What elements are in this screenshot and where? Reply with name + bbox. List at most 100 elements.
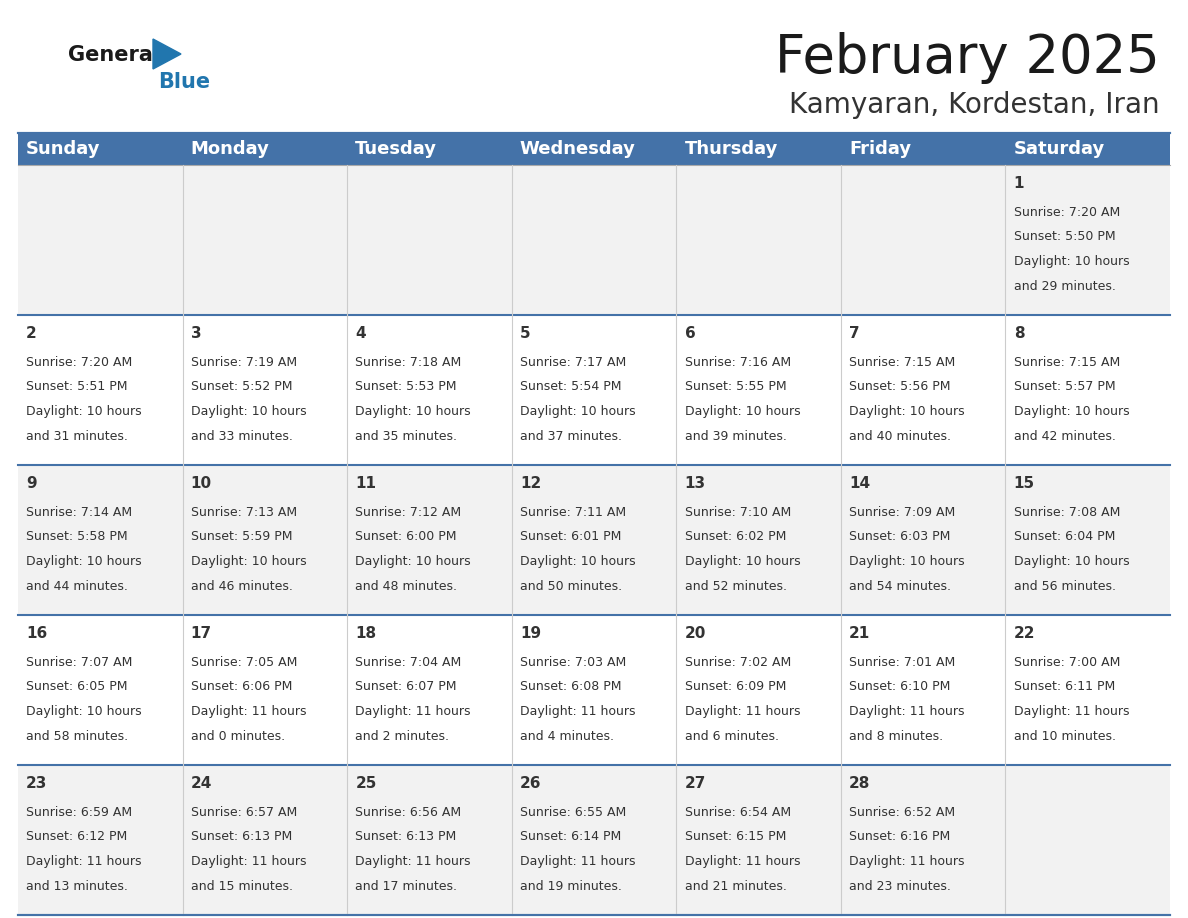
- Text: Sunrise: 7:13 AM: Sunrise: 7:13 AM: [191, 506, 297, 519]
- Text: Sunset: 5:54 PM: Sunset: 5:54 PM: [520, 380, 621, 393]
- Bar: [1005, 765, 1170, 915]
- Text: Sunrise: 6:57 AM: Sunrise: 6:57 AM: [191, 805, 297, 819]
- Bar: [18, 615, 183, 765]
- Text: Daylight: 10 hours: Daylight: 10 hours: [684, 555, 801, 568]
- Bar: [1005, 615, 1170, 765]
- Text: Blue: Blue: [158, 72, 210, 92]
- Bar: [512, 465, 676, 615]
- Text: Daylight: 10 hours: Daylight: 10 hours: [355, 405, 470, 418]
- Text: and 15 minutes.: and 15 minutes.: [191, 879, 292, 892]
- Text: Daylight: 10 hours: Daylight: 10 hours: [1013, 555, 1130, 568]
- Text: 20: 20: [684, 625, 706, 641]
- Text: Thursday: Thursday: [684, 140, 778, 158]
- Text: Daylight: 11 hours: Daylight: 11 hours: [684, 855, 800, 868]
- Text: Sunset: 6:06 PM: Sunset: 6:06 PM: [191, 680, 292, 693]
- Text: Sunset: 5:55 PM: Sunset: 5:55 PM: [684, 380, 786, 393]
- Bar: [183, 765, 347, 915]
- Text: Sunset: 5:57 PM: Sunset: 5:57 PM: [1013, 380, 1116, 393]
- Text: 28: 28: [849, 776, 871, 790]
- Text: 19: 19: [520, 625, 541, 641]
- Text: 27: 27: [684, 776, 706, 790]
- Text: Saturday: Saturday: [1013, 140, 1105, 158]
- Text: 8: 8: [1013, 326, 1024, 341]
- Text: Daylight: 10 hours: Daylight: 10 hours: [520, 555, 636, 568]
- Bar: [183, 315, 347, 465]
- Text: Sunset: 6:05 PM: Sunset: 6:05 PM: [26, 680, 128, 693]
- Text: Sunrise: 7:14 AM: Sunrise: 7:14 AM: [26, 506, 132, 519]
- Bar: [512, 315, 676, 465]
- Bar: [18, 315, 183, 465]
- Text: Daylight: 11 hours: Daylight: 11 hours: [849, 705, 965, 718]
- Text: Daylight: 10 hours: Daylight: 10 hours: [26, 705, 141, 718]
- Text: Sunset: 6:16 PM: Sunset: 6:16 PM: [849, 830, 950, 844]
- Text: Daylight: 10 hours: Daylight: 10 hours: [26, 405, 141, 418]
- Text: Daylight: 10 hours: Daylight: 10 hours: [849, 555, 965, 568]
- Text: and 48 minutes.: and 48 minutes.: [355, 580, 457, 593]
- Bar: [1005, 133, 1170, 165]
- Text: Sunrise: 7:20 AM: Sunrise: 7:20 AM: [1013, 206, 1120, 218]
- Bar: [1005, 315, 1170, 465]
- Text: Daylight: 10 hours: Daylight: 10 hours: [520, 405, 636, 418]
- Text: Sunset: 6:10 PM: Sunset: 6:10 PM: [849, 680, 950, 693]
- Text: 18: 18: [355, 625, 377, 641]
- Text: Sunset: 5:52 PM: Sunset: 5:52 PM: [191, 380, 292, 393]
- Text: 24: 24: [191, 776, 213, 790]
- Text: Wednesday: Wednesday: [520, 140, 636, 158]
- Bar: [1005, 465, 1170, 615]
- Bar: [841, 315, 1005, 465]
- Text: Sunday: Sunday: [26, 140, 101, 158]
- Text: Sunrise: 7:17 AM: Sunrise: 7:17 AM: [520, 355, 626, 368]
- Text: Sunrise: 7:03 AM: Sunrise: 7:03 AM: [520, 655, 626, 668]
- Text: General: General: [68, 45, 160, 65]
- Text: 4: 4: [355, 326, 366, 341]
- Bar: [347, 133, 512, 165]
- Text: Daylight: 11 hours: Daylight: 11 hours: [191, 855, 307, 868]
- Text: Daylight: 10 hours: Daylight: 10 hours: [191, 405, 307, 418]
- Text: and 31 minutes.: and 31 minutes.: [26, 430, 128, 442]
- Text: Daylight: 11 hours: Daylight: 11 hours: [26, 855, 141, 868]
- Text: Daylight: 10 hours: Daylight: 10 hours: [355, 555, 470, 568]
- Text: and 33 minutes.: and 33 minutes.: [191, 430, 292, 442]
- Text: 5: 5: [520, 326, 531, 341]
- Bar: [512, 615, 676, 765]
- Text: and 2 minutes.: and 2 minutes.: [355, 730, 449, 743]
- Bar: [676, 465, 841, 615]
- Text: Sunrise: 7:15 AM: Sunrise: 7:15 AM: [849, 355, 955, 368]
- Text: and 23 minutes.: and 23 minutes.: [849, 879, 950, 892]
- Text: Daylight: 11 hours: Daylight: 11 hours: [849, 855, 965, 868]
- Text: 3: 3: [191, 326, 202, 341]
- Text: Sunset: 6:04 PM: Sunset: 6:04 PM: [1013, 531, 1116, 543]
- Bar: [183, 465, 347, 615]
- Text: Sunset: 6:02 PM: Sunset: 6:02 PM: [684, 531, 786, 543]
- Text: and 37 minutes.: and 37 minutes.: [520, 430, 623, 442]
- Bar: [841, 165, 1005, 315]
- Text: and 19 minutes.: and 19 minutes.: [520, 879, 621, 892]
- Text: Sunrise: 7:19 AM: Sunrise: 7:19 AM: [191, 355, 297, 368]
- Text: and 56 minutes.: and 56 minutes.: [1013, 580, 1116, 593]
- Text: Daylight: 11 hours: Daylight: 11 hours: [191, 705, 307, 718]
- Bar: [676, 615, 841, 765]
- Text: 23: 23: [26, 776, 48, 790]
- Text: 6: 6: [684, 326, 695, 341]
- Text: Daylight: 11 hours: Daylight: 11 hours: [1013, 705, 1129, 718]
- Text: Sunset: 5:51 PM: Sunset: 5:51 PM: [26, 380, 128, 393]
- Bar: [18, 765, 183, 915]
- Bar: [347, 315, 512, 465]
- Text: Friday: Friday: [849, 140, 911, 158]
- Text: and 40 minutes.: and 40 minutes.: [849, 430, 952, 442]
- Text: 26: 26: [520, 776, 542, 790]
- Text: Daylight: 10 hours: Daylight: 10 hours: [1013, 255, 1130, 268]
- Text: Sunrise: 7:02 AM: Sunrise: 7:02 AM: [684, 655, 791, 668]
- Text: Sunrise: 7:16 AM: Sunrise: 7:16 AM: [684, 355, 791, 368]
- Bar: [841, 765, 1005, 915]
- Text: Sunrise: 7:05 AM: Sunrise: 7:05 AM: [191, 655, 297, 668]
- Text: Sunset: 6:00 PM: Sunset: 6:00 PM: [355, 531, 457, 543]
- Text: Monday: Monday: [191, 140, 270, 158]
- Text: and 50 minutes.: and 50 minutes.: [520, 580, 623, 593]
- Bar: [512, 133, 676, 165]
- Bar: [18, 465, 183, 615]
- Bar: [676, 133, 841, 165]
- Text: Sunset: 6:01 PM: Sunset: 6:01 PM: [520, 531, 621, 543]
- Text: Daylight: 11 hours: Daylight: 11 hours: [684, 705, 800, 718]
- Text: and 39 minutes.: and 39 minutes.: [684, 430, 786, 442]
